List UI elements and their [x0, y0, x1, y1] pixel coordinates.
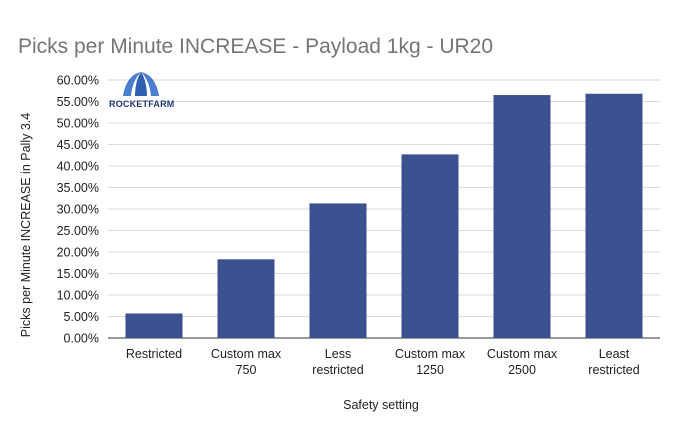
- x-tick-label: Custom max 2500: [487, 347, 558, 377]
- x-tick-label: Restricted: [126, 347, 182, 361]
- x-tick-label: Custom max 750: [211, 347, 282, 377]
- bars: [125, 93, 643, 338]
- y-tick-label: 55.00%: [57, 95, 99, 109]
- chart-title: Picks per Minute INCREASE - Payload 1kg …: [18, 35, 493, 58]
- x-tick-label-line: 1250: [416, 363, 444, 377]
- y-tick-label: 15.00%: [57, 267, 99, 281]
- x-tick-label-line: 750: [236, 363, 257, 377]
- y-tick-label: 45.00%: [57, 138, 99, 152]
- y-tick-label: 60.00%: [57, 74, 99, 88]
- y-axis-title: Picks per Minute INCREASE in Pally 3.4: [19, 113, 33, 337]
- x-tick-label-line: Least: [599, 347, 630, 361]
- x-axis-ticks: Restricted Custom max 750 Less restricted Cus…: [126, 347, 640, 377]
- y-tick-label: 5.00%: [64, 310, 99, 324]
- y-tick-label: 50.00%: [57, 117, 99, 131]
- x-tick-label: Least restricted: [588, 347, 639, 377]
- x-tick-label-line: Restricted: [126, 347, 182, 361]
- y-tick-label: 25.00%: [57, 224, 99, 238]
- bar: [125, 313, 183, 338]
- bar: [585, 93, 643, 338]
- y-tick-label: 10.00%: [57, 289, 99, 303]
- x-tick-label: Less restricted: [312, 347, 363, 377]
- x-tick-label-line: restricted: [588, 363, 639, 377]
- x-tick-label-line: Custom max: [487, 347, 558, 361]
- rocket-icon: [123, 72, 159, 96]
- bar: [309, 203, 367, 338]
- gridlines: [108, 79, 660, 339]
- x-tick-label-line: Custom max: [395, 347, 466, 361]
- x-tick-label-line: 2500: [508, 363, 536, 377]
- y-tick-label: 20.00%: [57, 246, 99, 260]
- x-tick-label-line: Custom max: [211, 347, 282, 361]
- y-tick-label: 40.00%: [57, 160, 99, 174]
- x-axis-title: Safety setting: [343, 398, 419, 412]
- rocketfarm-logo: ROCKETFARM: [109, 72, 175, 109]
- x-tick-label: Custom max 1250: [395, 347, 466, 377]
- bar: [217, 259, 275, 338]
- y-tick-label: 35.00%: [57, 181, 99, 195]
- x-tick-label-line: restricted: [312, 363, 363, 377]
- logo-text: ROCKETFARM: [109, 99, 175, 109]
- y-tick-label: 0.00%: [64, 332, 99, 346]
- bar: [401, 154, 459, 338]
- x-tick-label-line: Less: [325, 347, 351, 361]
- y-tick-label: 30.00%: [57, 203, 99, 217]
- bar: [493, 95, 551, 338]
- y-axis-ticks: 0.00% 5.00% 10.00% 15.00% 20.00% 25.00% 30.00%…: [57, 74, 99, 346]
